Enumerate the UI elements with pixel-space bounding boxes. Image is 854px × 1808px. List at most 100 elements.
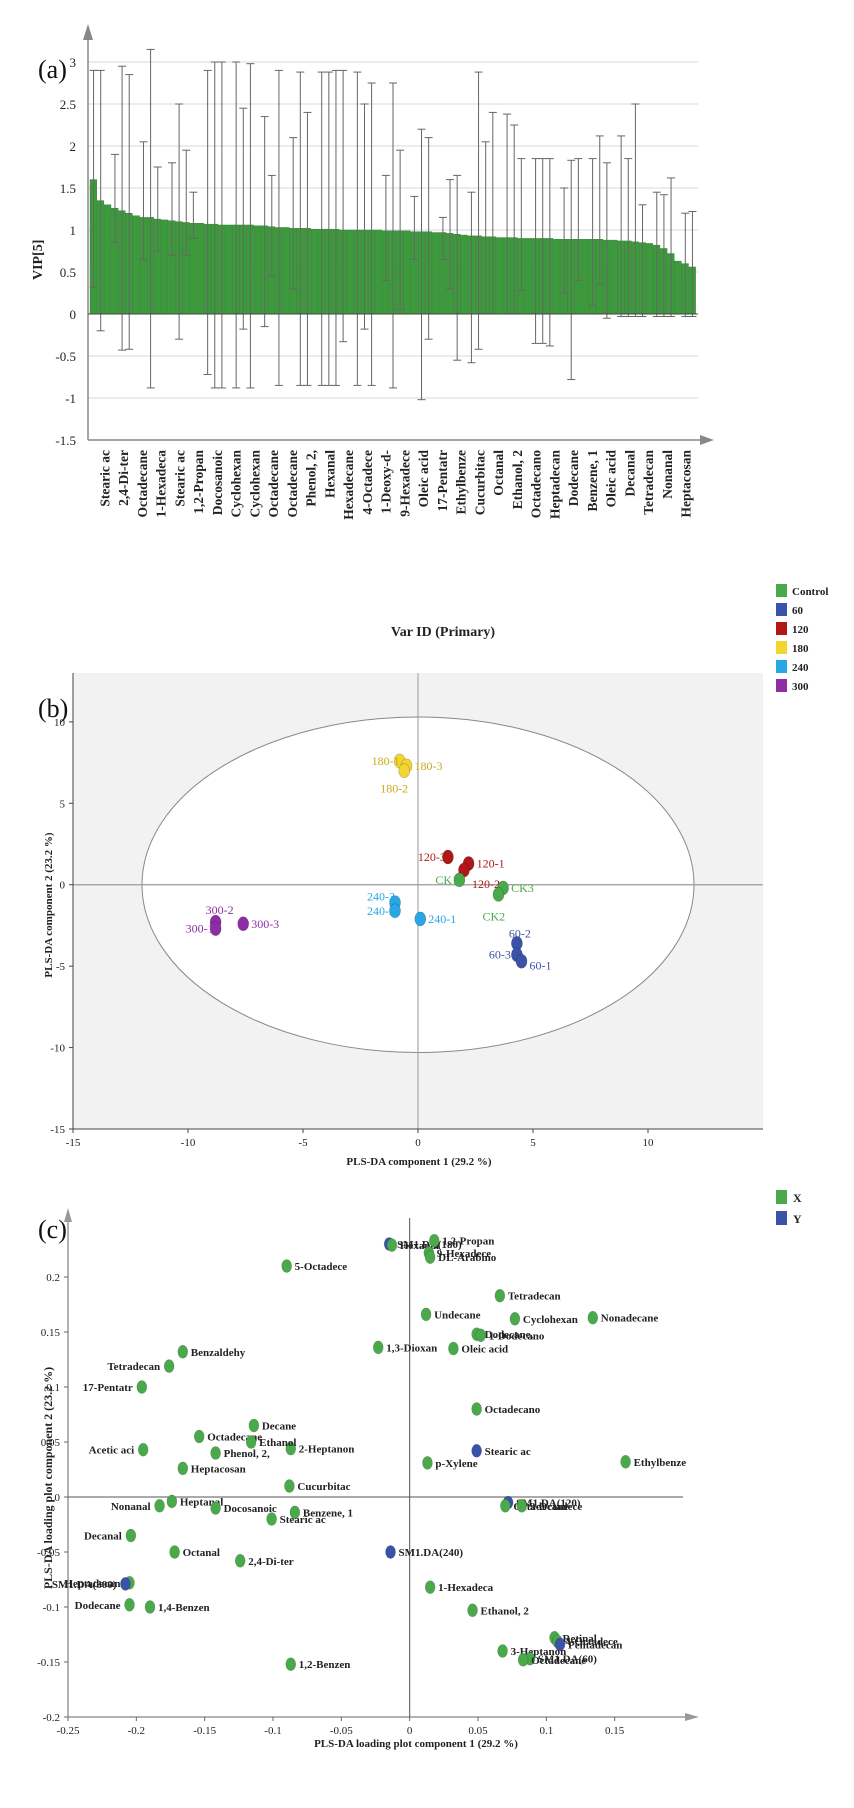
loading-point [424, 1250, 436, 1264]
loading-point [210, 1501, 221, 1515]
loading-point [517, 1653, 529, 1667]
loading-label: Cucurbitac [297, 1481, 350, 1493]
panel-a-ylabel: VIP[5] [31, 240, 46, 280]
loading-label: 17-Pentatr [83, 1382, 133, 1394]
loading-label: Stearic ac [280, 1514, 326, 1526]
y-tick-label: -1 [65, 391, 76, 406]
loading-point [422, 1456, 433, 1470]
vip-bar [524, 238, 532, 315]
x-tick-label: -0.1 [264, 1725, 281, 1737]
point-label: 60-1 [530, 958, 552, 972]
x-tick-label: Tetradecan [641, 450, 656, 515]
x-tick-label: Phenol, 2, [304, 450, 319, 507]
panel-c-ylabel: PLS-DA loading plot component 2 (23.2 %) [41, 1367, 55, 1589]
loading-label: Benzaldehy [191, 1347, 246, 1359]
vip-bar [310, 228, 318, 315]
loading-point [509, 1312, 521, 1326]
loading-label: 2,4-Di-ter [248, 1556, 294, 1568]
point-label: 300-1 [186, 922, 214, 936]
vip-bar [346, 229, 354, 315]
loading-label: Tetradecan [508, 1291, 561, 1303]
x-tick-label: Dodecane [566, 450, 581, 506]
loading-point [285, 1657, 297, 1671]
x-tick-label: Octadecane [266, 450, 281, 517]
score-point [492, 887, 505, 902]
loading-label: p-Xylene [435, 1458, 477, 1470]
loading-point [424, 1580, 436, 1594]
x-tick-label: Octadecane [135, 450, 150, 517]
loading-point [420, 1307, 432, 1322]
vip-bar [104, 204, 112, 315]
loading-label: Dodecane, [485, 1329, 534, 1341]
x-tick-label: Oleic acid [604, 450, 619, 508]
point-label: 300-2 [206, 903, 234, 917]
x-tick-label: -5 [298, 1137, 308, 1149]
loading-label: Ethanol, 2 [481, 1605, 530, 1617]
x-tick-label: 1-Deoxy-d- [379, 450, 394, 514]
plsda-loading-plot: (c) -0.25 -0.2 -0.15 -0.1 -0.05 0 0.05 0.1 0.15-… [37, 1190, 802, 1750]
loading-label: 2-Heptanon [299, 1444, 355, 1456]
x-tick-label: Oleic acid [416, 450, 431, 508]
legend-swatch [776, 603, 787, 616]
y-tick-label: 1 [70, 223, 77, 238]
y-tick-label: -15 [50, 1124, 65, 1136]
loading-label: SM1.DA(300) [52, 1579, 117, 1591]
loading-point [587, 1310, 599, 1325]
x-tick-label: 9-Hexadece [397, 450, 412, 517]
score-point [209, 921, 222, 936]
legend-label: 60 [792, 605, 804, 617]
loading-label: Acetic aci [89, 1445, 135, 1457]
loading-label: Nonadecane [601, 1313, 659, 1325]
vip-bar [610, 239, 618, 315]
loading-point [137, 1442, 149, 1457]
x-tick-label: 1,2-Propan [191, 450, 206, 514]
loading-point [210, 1446, 221, 1460]
loading-point [154, 1499, 165, 1513]
loading-point [266, 1512, 277, 1526]
x-tick-label: Octanal [491, 450, 506, 496]
loading-label: Octanal [183, 1547, 220, 1559]
x-tick-label: 2,4-Di-ter [116, 450, 131, 506]
loading-point [385, 1545, 396, 1559]
vip-bar [403, 230, 411, 315]
x-tick-label: -15 [66, 1137, 81, 1149]
loading-point [163, 1359, 175, 1373]
x-tick-label: -0.05 [330, 1725, 353, 1737]
panel-b-ylabel: PLS-DA component 2 (23.2 %) [43, 832, 55, 977]
panel-b-label: (b) [38, 694, 68, 723]
score-point [414, 911, 427, 927]
loading-label: 1-Hexadeca [438, 1582, 493, 1594]
loading-label: 1,2-Benzen [299, 1659, 351, 1671]
point-label: 180-3 [415, 759, 443, 773]
plsda-score-plot: (b) -15 -10 -5 0 5 10 -15 -10 -5 0 5 10 180-1 180-3 1… [38, 584, 828, 1168]
legend-swatch [776, 584, 787, 597]
y-tick-label: 2.5 [60, 97, 76, 112]
loading-point [125, 1528, 137, 1543]
point-label: 240-2 [367, 904, 395, 918]
x-tick-label: Octadecane [285, 450, 300, 517]
x-tick-label: 4-Octadece [360, 450, 375, 514]
loading-label: Octadecane [531, 1655, 586, 1667]
loading-label: Retinal [563, 1633, 597, 1645]
point-label: 60-2 [509, 926, 531, 940]
score-point [389, 903, 401, 919]
loading-label: 1-Dodecano [489, 1330, 545, 1342]
loading-point [285, 1441, 297, 1456]
point-label: CK3 [511, 881, 534, 895]
point-label: 180-1 [372, 754, 400, 768]
y-tick-label: 10 [54, 717, 66, 729]
loading-label: Stearic ac [485, 1446, 531, 1458]
x-tick-label: Cucurbitac [472, 450, 487, 515]
y-tick-label: 0 [55, 1492, 61, 1504]
loading-label: Heptacosan [191, 1463, 246, 1475]
legend-label: 300 [792, 681, 809, 693]
loading-label: Heptadecan [64, 1578, 120, 1590]
y-tick-label: 1.5 [60, 181, 76, 196]
vip-bar [253, 225, 261, 315]
y-tick-label: 0 [70, 307, 77, 322]
point-label: 60-3 [489, 948, 511, 962]
legend-label: 180 [792, 643, 809, 655]
loading-point [554, 1637, 566, 1652]
legend-label: 240 [792, 662, 809, 674]
y-tick-label: 0.5 [60, 265, 76, 280]
